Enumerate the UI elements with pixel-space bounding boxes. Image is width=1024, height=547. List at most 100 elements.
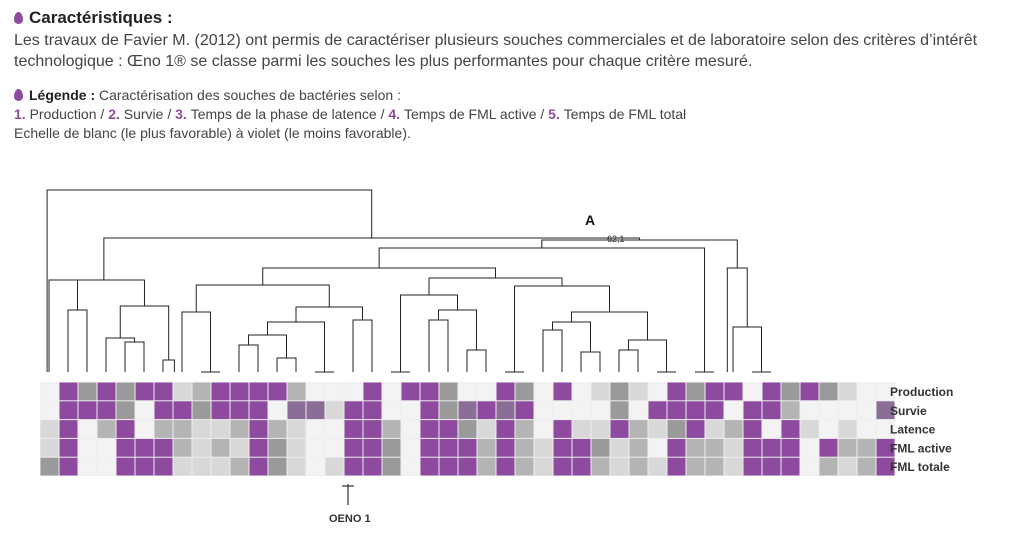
legend-item-number: 1.: [14, 106, 30, 122]
heatmap-cell: [458, 457, 477, 476]
heatmap-cell: [116, 457, 135, 476]
heatmap-cell: [515, 401, 534, 420]
heatmap-cell: [743, 420, 762, 438]
heatmap-cell: [344, 438, 363, 457]
heatmap-cell: [800, 438, 819, 457]
heatmap-cell: [135, 438, 154, 457]
heatmap-cell: [173, 438, 192, 457]
heatmap-cell: [268, 438, 287, 457]
heatmap-cell: [59, 438, 78, 457]
heatmap-cell: [306, 382, 325, 401]
heatmap-cell: [648, 438, 667, 457]
legend-item-number: 4.: [388, 106, 404, 122]
heatmap-cell: [78, 401, 97, 420]
heatmap-cell: [534, 401, 553, 420]
heatmap-cell: [743, 457, 762, 476]
legend-separator: /: [536, 106, 549, 122]
heatmap-cell: [819, 401, 838, 420]
heatmap-cell: [610, 457, 629, 476]
heatmap-cell: [135, 401, 154, 420]
dendrogram-branch: [195, 284, 330, 312]
dendrogram-branch: [48, 279, 78, 372]
heatmap-cell: [97, 420, 116, 438]
heatmap-cell: [458, 438, 477, 457]
legend-item-number: 5.: [548, 106, 564, 122]
heatmap-cell: [59, 401, 78, 420]
heatmap-cell: [496, 438, 515, 457]
heatmap-cell: [439, 457, 458, 476]
legend-item-number: 3.: [175, 106, 191, 122]
heatmap-cell: [667, 457, 686, 476]
heatmap-cell: [439, 420, 458, 438]
heatmap-cell: [382, 401, 401, 420]
heatmap-cell: [268, 457, 287, 476]
dendrogram-branch: [378, 247, 705, 372]
heatmap-cell: [496, 382, 515, 401]
heatmap-cell: [287, 457, 306, 476]
drop-bullet-icon: [14, 89, 23, 101]
heatmap-cell: [78, 457, 97, 476]
heatmap-cell: [287, 382, 306, 401]
heatmap-cell: [724, 438, 743, 457]
heatmap-cell: [610, 382, 629, 401]
heatmap-cell: [857, 420, 876, 438]
heatmap-cell: [249, 438, 268, 457]
heatmap-cell: [496, 401, 515, 420]
heatmap-cell: [572, 438, 591, 457]
heatmap-cell: [572, 401, 591, 420]
heatmap-cell: [610, 438, 629, 457]
heatmap-cell: [230, 438, 249, 457]
heatmap-cell: [781, 457, 800, 476]
heatmap-cell: [173, 457, 192, 476]
intro-heading: Caractéristiques :: [14, 8, 1004, 28]
heatmap-cell: [192, 401, 211, 420]
heatmap-cell: [515, 438, 534, 457]
heatmap-cell: [648, 382, 667, 401]
heatmap-cell: [686, 457, 705, 476]
heatmap-cell: [515, 420, 534, 438]
heatmap-cell: [648, 420, 667, 438]
heatmap-cell: [629, 457, 648, 476]
legend-item-label: Survie: [123, 106, 164, 122]
heatmap-cell: [173, 420, 192, 438]
heatmap-cell: [629, 438, 648, 457]
heatmap-cell: [686, 420, 705, 438]
heatmap-cell: [648, 401, 667, 420]
legend-heading-line: Légende : Caractérisation des souches de…: [14, 87, 1004, 103]
heatmap-cell: [192, 382, 211, 401]
heatmap-cell: [838, 420, 857, 438]
legend-item-label: Temps de FML total: [563, 106, 687, 122]
heatmap-cell: [477, 457, 496, 476]
heatmap-cell: [705, 382, 724, 401]
heatmap-cell: [458, 401, 477, 420]
dendrogram-branch: [105, 337, 135, 372]
legend-intro: Caractérisation des souches de bactéries…: [99, 87, 401, 103]
heatmap-row-label: Latence: [890, 423, 936, 437]
heatmap-cell: [287, 420, 306, 438]
heatmap-cell: [344, 457, 363, 476]
heatmap-cell: [553, 401, 572, 420]
legend-title: Légende :: [29, 87, 96, 103]
heatmap-cell: [287, 401, 306, 420]
heatmap-cell: [420, 420, 439, 438]
dendrogram-branch: [46, 189, 373, 372]
heatmap-cell: [648, 457, 667, 476]
heatmap-cell: [762, 438, 781, 457]
heatmap-cell: [40, 457, 59, 476]
heatmap-cell: [553, 457, 572, 476]
heatmap-cell: [781, 401, 800, 420]
heatmap-cell: [192, 457, 211, 476]
heatmap-cell: [724, 457, 743, 476]
heatmap-cell: [78, 420, 97, 438]
heatmap-cell: [819, 438, 838, 457]
heatmap-cell: [420, 382, 439, 401]
heatmap-cell: [211, 401, 230, 420]
dendrogram-branch: [618, 349, 639, 372]
heatmap-cell: [40, 420, 59, 438]
heatmap-cell: [344, 382, 363, 401]
heatmap-cell: [230, 401, 249, 420]
heatmap-cell: [838, 438, 857, 457]
heatmap-cell: [838, 457, 857, 476]
heatmap-cell: [857, 438, 876, 457]
heatmap-cell: [572, 457, 591, 476]
